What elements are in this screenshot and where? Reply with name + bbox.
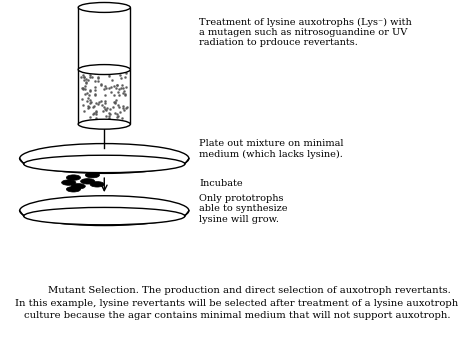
Ellipse shape [24, 155, 185, 172]
Text: Mutant Selection. The production and direct selection of auxotroph revertants.
I: Mutant Selection. The production and dir… [15, 286, 459, 321]
Ellipse shape [85, 172, 100, 178]
Ellipse shape [66, 175, 81, 180]
Ellipse shape [81, 179, 95, 184]
Ellipse shape [62, 180, 76, 185]
Ellipse shape [90, 181, 104, 187]
Text: Treatment of lysine auxotrophs (Lys⁻) with
a mutagen such as nitrosoguandine or : Treatment of lysine auxotrophs (Lys⁻) wi… [199, 17, 412, 47]
Ellipse shape [66, 187, 81, 192]
Text: Plate out mixture on minimal
medium (which lacks lysine).: Plate out mixture on minimal medium (whi… [199, 139, 344, 159]
Ellipse shape [78, 119, 130, 129]
Text: Only prototrophs
able to synthesize
lysine will grow.: Only prototrophs able to synthesize lysi… [199, 194, 288, 224]
Ellipse shape [78, 2, 130, 12]
Ellipse shape [78, 65, 130, 75]
Text: Incubate: Incubate [199, 179, 243, 188]
Ellipse shape [24, 207, 185, 225]
Ellipse shape [71, 184, 85, 189]
